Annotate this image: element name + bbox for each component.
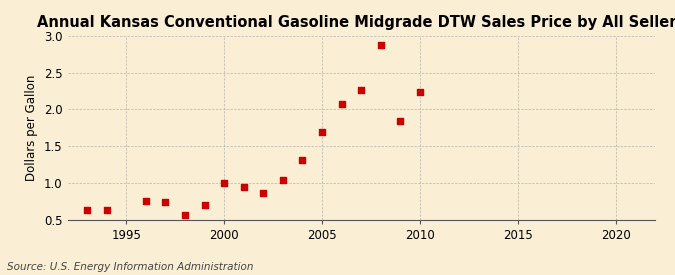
Point <box>101 208 112 213</box>
Point <box>297 158 308 163</box>
Point <box>258 191 269 195</box>
Title: Annual Kansas Conventional Gasoline Midgrade DTW Sales Price by All Sellers: Annual Kansas Conventional Gasoline Midg… <box>37 15 675 31</box>
Point <box>336 102 347 106</box>
Point <box>180 213 190 217</box>
Point <box>375 43 386 48</box>
Point <box>160 200 171 205</box>
Text: Source: U.S. Energy Information Administration: Source: U.S. Energy Information Administ… <box>7 262 253 272</box>
Point <box>414 90 425 94</box>
Point <box>277 178 288 182</box>
Point <box>238 185 249 189</box>
Point <box>317 129 327 134</box>
Point <box>219 181 230 185</box>
Point <box>82 208 92 213</box>
Point <box>356 88 367 92</box>
Point <box>140 199 151 203</box>
Point <box>199 203 210 207</box>
Point <box>395 118 406 123</box>
Y-axis label: Dollars per Gallon: Dollars per Gallon <box>26 75 38 181</box>
